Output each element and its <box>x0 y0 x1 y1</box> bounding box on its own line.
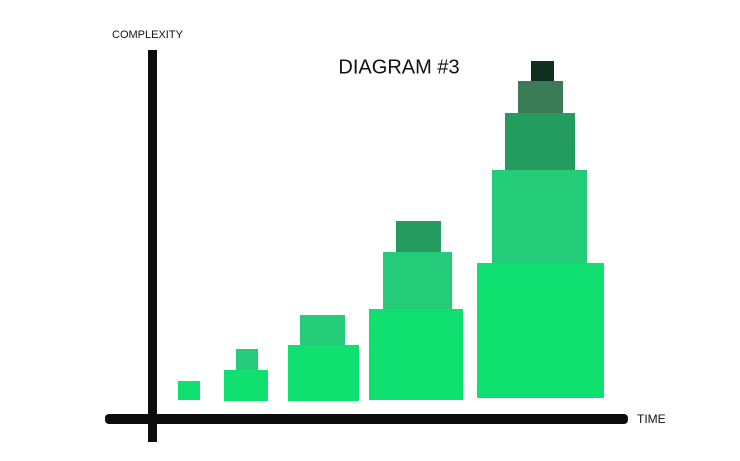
y-axis <box>148 50 157 442</box>
title: DIAGRAM #3 <box>338 56 459 78</box>
block <box>396 221 441 252</box>
block <box>300 315 345 345</box>
block <box>369 309 463 400</box>
block <box>518 81 563 113</box>
x-axis <box>105 414 628 424</box>
x-axis-label: TIME <box>637 412 666 426</box>
block <box>236 349 258 370</box>
block <box>383 252 452 309</box>
block <box>492 170 587 263</box>
block <box>178 381 200 400</box>
block <box>477 263 604 398</box>
block <box>505 113 575 170</box>
y-axis-label: COMPLEXITY <box>112 29 184 41</box>
block <box>224 370 268 401</box>
block <box>531 61 554 81</box>
block <box>288 345 359 401</box>
